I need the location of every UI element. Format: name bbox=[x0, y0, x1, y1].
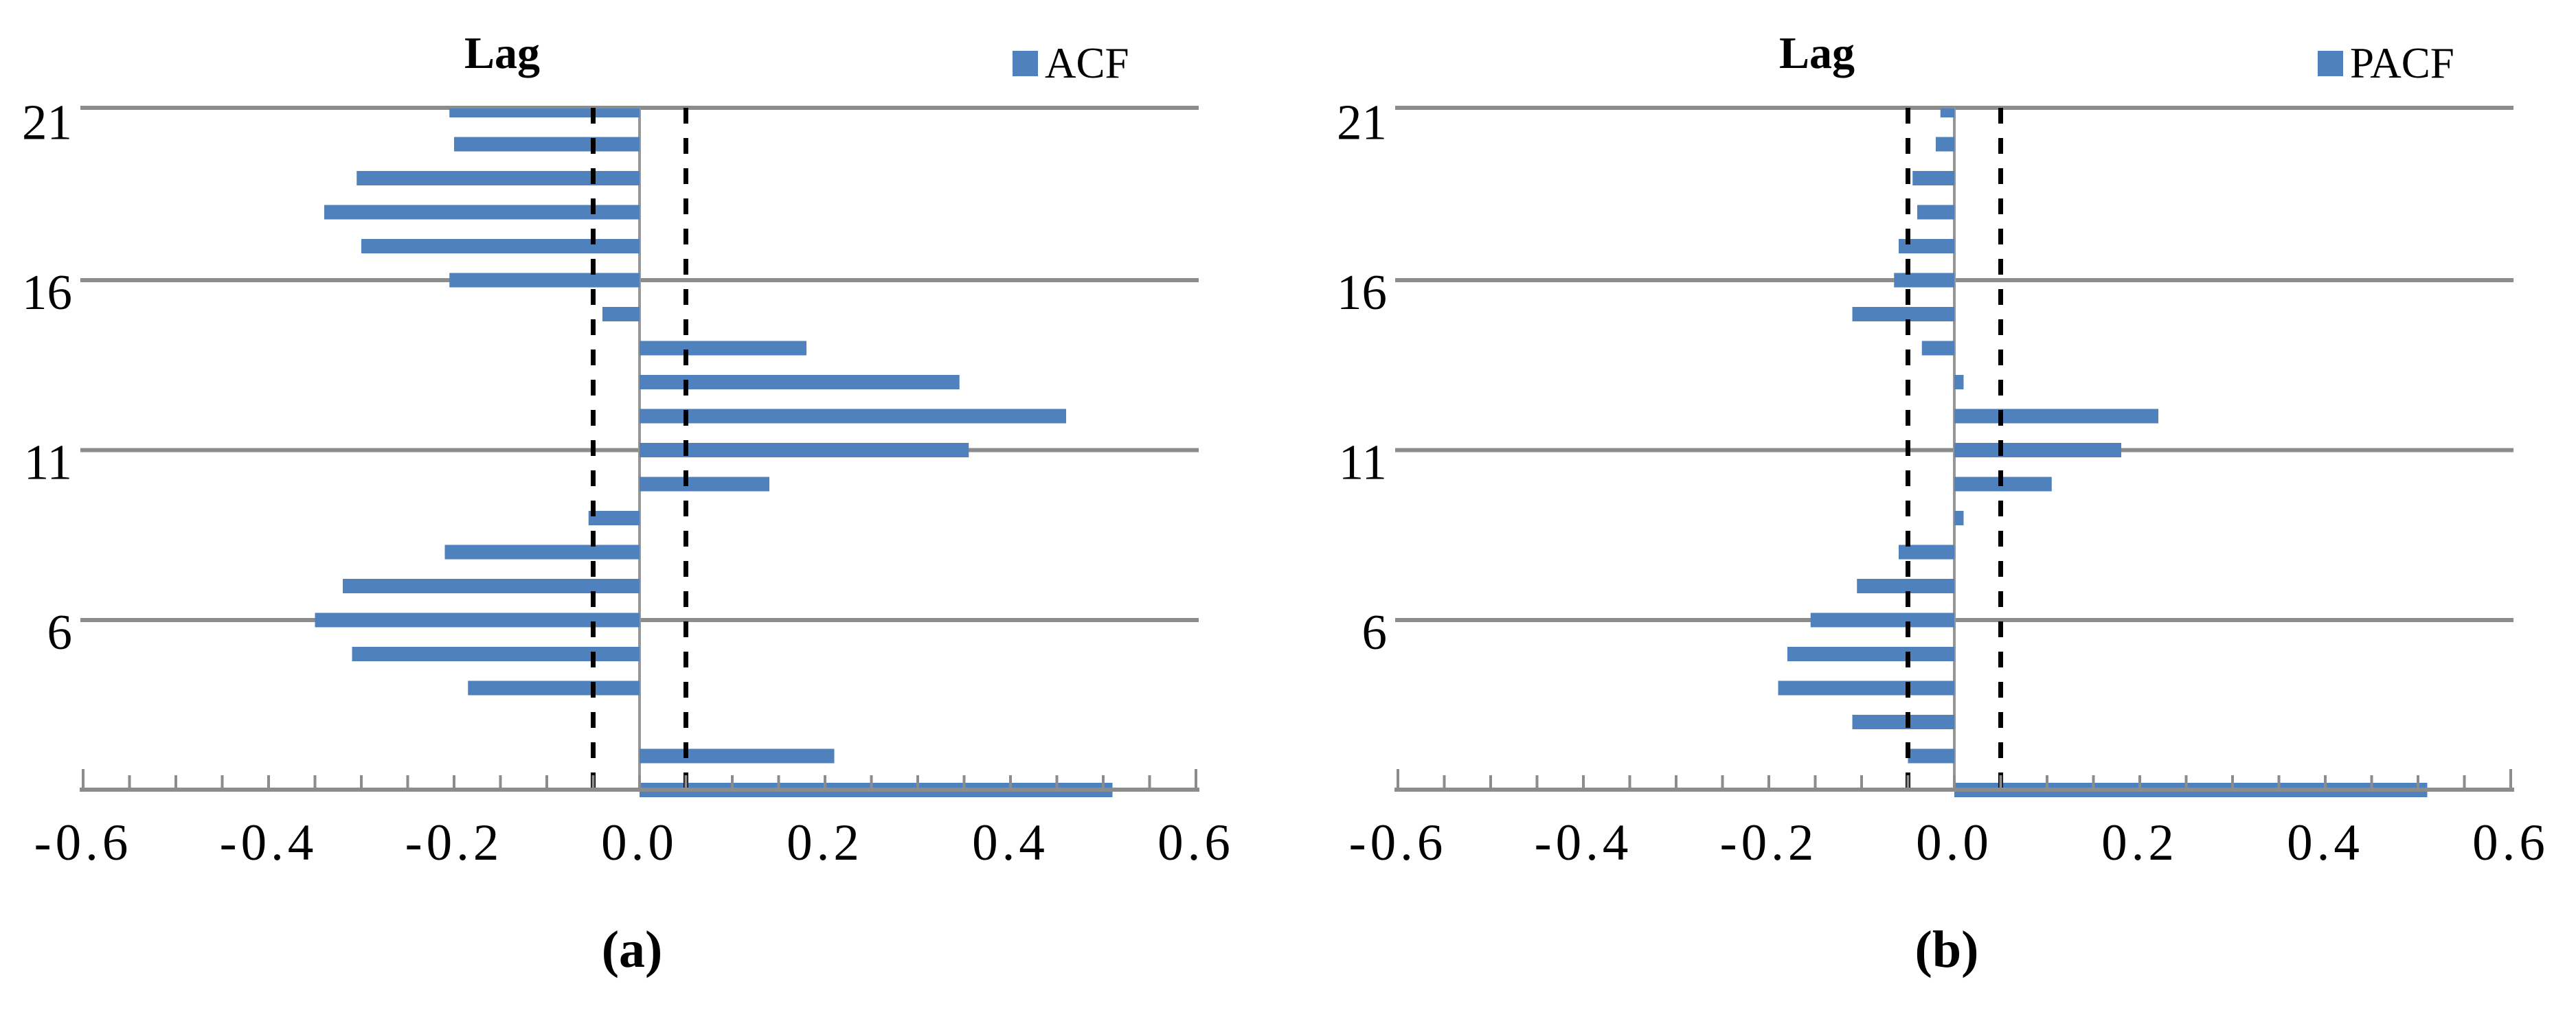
pacf-bar-lag-11 bbox=[1954, 443, 2121, 457]
pacf-bar-lag-17 bbox=[1899, 239, 1954, 253]
pacf-bar-lag-6 bbox=[1810, 612, 1954, 628]
pacf-bar-lag-9 bbox=[1954, 511, 1964, 525]
pacf-lag-label-11: 11 bbox=[1339, 435, 1387, 490]
acf-bar-lag-18 bbox=[324, 205, 640, 220]
pacf-bar-lag-3 bbox=[1852, 715, 1954, 729]
acf-bar-lag-8 bbox=[444, 545, 640, 560]
acf-bar-lag-11 bbox=[640, 443, 969, 457]
pacf-x-tick-label-5: 0.4 bbox=[2287, 814, 2364, 871]
pacf-bar-lag-16 bbox=[1894, 273, 1954, 288]
acf-bar-lag-6 bbox=[315, 612, 640, 628]
chart-b-title: Lag bbox=[1778, 28, 1855, 78]
acf-x-tick-label-3: 0.0 bbox=[601, 814, 678, 871]
acf-bar-lag-14 bbox=[640, 341, 806, 356]
acf-lag-label-21: 21 bbox=[22, 95, 72, 150]
acf-x-tick-label-4: 0.2 bbox=[787, 814, 863, 871]
acf-bar-lag-12 bbox=[640, 409, 1066, 424]
pacf-bar-lag-12 bbox=[1954, 409, 2158, 424]
pacf-x-tick-label-3: 0.0 bbox=[1916, 814, 1993, 871]
pacf-bar-lag-19 bbox=[1912, 171, 1954, 185]
pacf-bar-lag-2 bbox=[1908, 748, 1954, 764]
acf-bar-lag-2 bbox=[640, 748, 835, 764]
acf-bar-lag-5 bbox=[352, 647, 640, 661]
pacf-lag-label-6: 6 bbox=[1362, 604, 1388, 660]
pacf-x-tick-label-0: -0.6 bbox=[1349, 814, 1447, 871]
acf-bar-lag-21 bbox=[449, 108, 640, 117]
pacf-x-tick-label-1: -0.4 bbox=[1535, 814, 1633, 871]
chart-a-caption: (a) bbox=[601, 921, 663, 978]
pacf-lag-label-21: 21 bbox=[1337, 95, 1387, 150]
acf-bar-lag-9 bbox=[588, 511, 640, 525]
chart-b-caption: (b) bbox=[1914, 921, 1979, 978]
pacf-bar-lag-14 bbox=[1921, 341, 1954, 356]
pacf-bar-lag-4 bbox=[1778, 680, 1954, 696]
acf-bar-lag-15 bbox=[602, 307, 640, 321]
pacf-bar-lag-21 bbox=[1940, 108, 1954, 117]
acf-bar-lag-19 bbox=[357, 171, 640, 185]
acf-legend-label: ACF bbox=[1045, 39, 1129, 87]
pacf-legend-label: PACF bbox=[2350, 39, 2454, 87]
pacf-bar-lag-20 bbox=[1936, 137, 1954, 152]
acf-legend-marker-icon bbox=[1013, 51, 1038, 76]
pacf-bar-lag-18 bbox=[1917, 205, 1954, 220]
acf-lag-label-6: 6 bbox=[47, 604, 73, 660]
acf-x-tick-label-2: -0.2 bbox=[405, 814, 504, 871]
acf-x-tick-label-0: -0.6 bbox=[34, 814, 133, 871]
chart-a-legend: ACF bbox=[1013, 38, 1129, 89]
acf-bar-lag-10 bbox=[640, 477, 769, 492]
pacf-bar-lag-5 bbox=[1787, 647, 1954, 661]
pacf-x-tick-label-2: -0.2 bbox=[1720, 814, 1818, 871]
pacf-x-tick-label-4: 0.2 bbox=[2101, 814, 2178, 871]
chart-b-legend: PACF bbox=[2318, 38, 2454, 89]
pacf-bar-lag-13 bbox=[1954, 375, 1964, 389]
acf-bar-lag-7 bbox=[343, 579, 640, 593]
acf-bar-lag-13 bbox=[640, 375, 960, 389]
acf-bar-lag-4 bbox=[468, 680, 640, 696]
acf-bar-lag-16 bbox=[449, 273, 640, 288]
pacf-bar-lag-8 bbox=[1899, 545, 1954, 560]
pacf-x-tick-label-6: 0.6 bbox=[2472, 814, 2549, 871]
pacf-bar-lag-7 bbox=[1857, 579, 1954, 593]
acf-bar-lag-20 bbox=[454, 137, 640, 152]
chart-a-title: Lag bbox=[464, 28, 541, 78]
acf-lag-label-16: 16 bbox=[22, 264, 72, 320]
acf-x-tick-label-6: 0.6 bbox=[1157, 814, 1234, 871]
acf-bar-lag-17 bbox=[361, 239, 640, 253]
pacf-legend-marker-icon bbox=[2318, 51, 2343, 76]
acf-lag-label-11: 11 bbox=[24, 435, 72, 490]
acf-x-tick-label-5: 0.4 bbox=[972, 814, 1049, 871]
acf-x-tick-label-1: -0.4 bbox=[220, 814, 318, 871]
pacf-bar-lag-15 bbox=[1852, 307, 1954, 321]
pacf-lag-label-16: 16 bbox=[1337, 264, 1387, 320]
